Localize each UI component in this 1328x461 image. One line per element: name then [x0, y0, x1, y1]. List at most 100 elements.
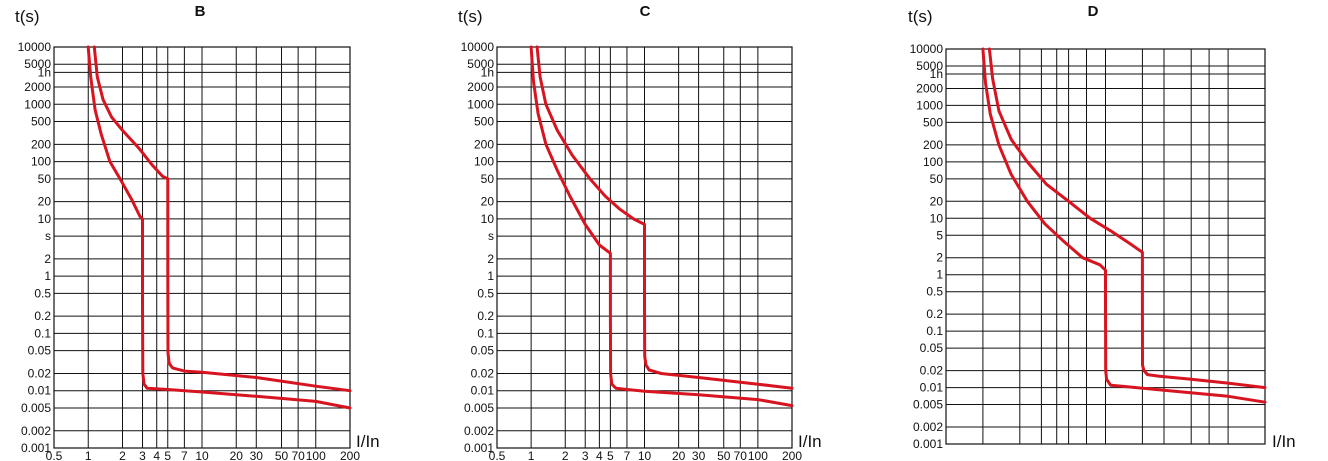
x-tick-label: 4 — [153, 449, 160, 461]
x-tick-label: 7 — [181, 449, 188, 461]
y-tick-label: 10 — [38, 212, 52, 226]
y-axis-label: t(s) — [908, 7, 933, 26]
x-tick-label: 3 — [139, 449, 146, 461]
y-tick-label: 0.1 — [477, 326, 494, 340]
x-axis-label: I/In — [798, 432, 822, 451]
x-tick-label: 5 — [607, 449, 614, 461]
trip-curve-lower — [981, 47, 1267, 404]
x-tick-label: 10 — [1099, 459, 1113, 461]
y-tick-label: 1 — [44, 269, 51, 283]
x-tick-label: 1 — [980, 459, 987, 461]
y-tick-label: 0.002 — [913, 420, 943, 434]
x-tick-label: 2 — [1016, 459, 1023, 461]
x-tick-label: 100 — [1218, 459, 1238, 461]
y-tick-label: 0.2 — [34, 309, 51, 323]
x-tick-label: 0.5 — [46, 449, 63, 461]
x-tick-label: 0.5 — [489, 449, 506, 461]
y-tick-label: 20 — [38, 195, 52, 209]
y-tick-label: 200 — [923, 138, 943, 152]
plot-frame — [945, 48, 1266, 445]
y-tick-label: 0.01 — [471, 384, 495, 398]
chart-title: B — [195, 3, 206, 20]
y-tick-label: 500 — [474, 115, 494, 129]
x-tick-label: 30 — [250, 449, 264, 461]
chart-c: Ct(s)I/In0.5 1 2 3 4 5 7 10 20 30 50 70 100 200100005… — [458, 3, 822, 461]
y-tick-label: 0.05 — [28, 344, 52, 358]
x-tick-label: 0.5 — [938, 459, 955, 461]
y-tick-label: 2000 — [24, 80, 51, 94]
y-tick-label: 0.005 — [913, 398, 943, 412]
y-tick-label: 1 — [487, 269, 494, 283]
y-tick-label: 1h — [930, 67, 943, 81]
trip-curve-upper — [535, 45, 794, 390]
x-tick-label: 50 — [275, 449, 289, 461]
x-tick-label: 7 — [1083, 459, 1090, 461]
x-tick-label: 20 — [1136, 459, 1150, 461]
y-tick-label: 1 — [936, 268, 943, 282]
y-tick-label: 0.5 — [34, 286, 51, 300]
x-tick-label: 1 — [528, 449, 535, 461]
y-tick-label: 0.2 — [926, 307, 943, 321]
x-tick-label: 10 — [638, 449, 652, 461]
x-axis-label: I/In — [356, 432, 380, 451]
y-tick-label: 1000 — [916, 98, 943, 112]
x-tick-label: 3 — [1038, 459, 1045, 461]
x-tick-label: 30 — [692, 449, 706, 461]
y-tick-label: 0.05 — [920, 341, 944, 355]
y-tick-label: 5000 — [24, 57, 51, 71]
x-tick-label: 70 — [1202, 459, 1216, 461]
y-tick-label: 10000 — [910, 42, 944, 56]
y-tick-label: 0.1 — [926, 324, 943, 338]
y-tick-label: 0.02 — [471, 366, 495, 380]
y-tick-label: 10000 — [18, 40, 52, 54]
y-tick-label: 0.001 — [464, 441, 494, 455]
y-tick-label: 10 — [481, 212, 495, 226]
trip-curve-upper — [987, 47, 1267, 390]
y-tick-label: s — [488, 229, 494, 243]
y-tick-label: 100 — [474, 155, 494, 169]
y-tick-label: 500 — [31, 115, 51, 129]
y-tick-label: 20 — [930, 194, 944, 208]
y-tick-label: 100 — [923, 155, 943, 169]
y-tick-label: 0.002 — [464, 424, 494, 438]
y-tick-label: 0.1 — [34, 326, 51, 340]
trip-curve-upper — [92, 45, 352, 393]
y-tick-label: s — [45, 229, 51, 243]
y-tick-label: 2000 — [467, 80, 494, 94]
y-tick-label: 50 — [481, 172, 495, 186]
y-tick-label: 1h — [38, 65, 51, 79]
x-tick-label: 4 — [1053, 459, 1060, 461]
x-tick-label: 70 — [291, 449, 305, 461]
x-tick-label: 10 — [195, 449, 209, 461]
x-tick-label: 5 — [1065, 459, 1072, 461]
y-tick-label: 0.005 — [21, 401, 51, 415]
y-tick-label: 200 — [474, 137, 494, 151]
x-axis-label: I/In — [1272, 432, 1296, 451]
y-axis-label: t(s) — [15, 7, 40, 26]
chart-title: D — [1088, 3, 1099, 20]
y-tick-label: 1000 — [467, 97, 494, 111]
y-tick-label: 20 — [481, 195, 495, 209]
y-tick-label: 10 — [930, 211, 944, 225]
plot-frame — [53, 46, 351, 449]
trip-curve-lower — [86, 45, 352, 410]
y-tick-label: 2 — [44, 252, 51, 266]
y-tick-label: 50 — [930, 172, 944, 186]
chart-d: Dt(s)I/In0.51234571020305070100200100005… — [908, 3, 1296, 461]
y-tick-label: 1000 — [24, 97, 51, 111]
x-tick-label: 100 — [306, 449, 326, 461]
y-tick-label: 2 — [936, 251, 943, 265]
y-tick-label: 0.002 — [21, 424, 51, 438]
x-tick-label: 200 — [1255, 459, 1275, 461]
plot-frame — [496, 46, 793, 449]
x-tick-label: 70 — [734, 449, 748, 461]
y-tick-label: 0.005 — [464, 401, 494, 415]
y-tick-label: 2 — [487, 252, 494, 266]
y-tick-label: 500 — [923, 115, 943, 129]
y-tick-label: 2000 — [916, 81, 943, 95]
y-tick-label: 50 — [38, 172, 52, 186]
y-tick-label: 10000 — [461, 40, 495, 54]
x-tick-label: 3 — [582, 449, 589, 461]
y-tick-label: 0.2 — [477, 309, 494, 323]
x-tick-label: 200 — [782, 449, 802, 461]
